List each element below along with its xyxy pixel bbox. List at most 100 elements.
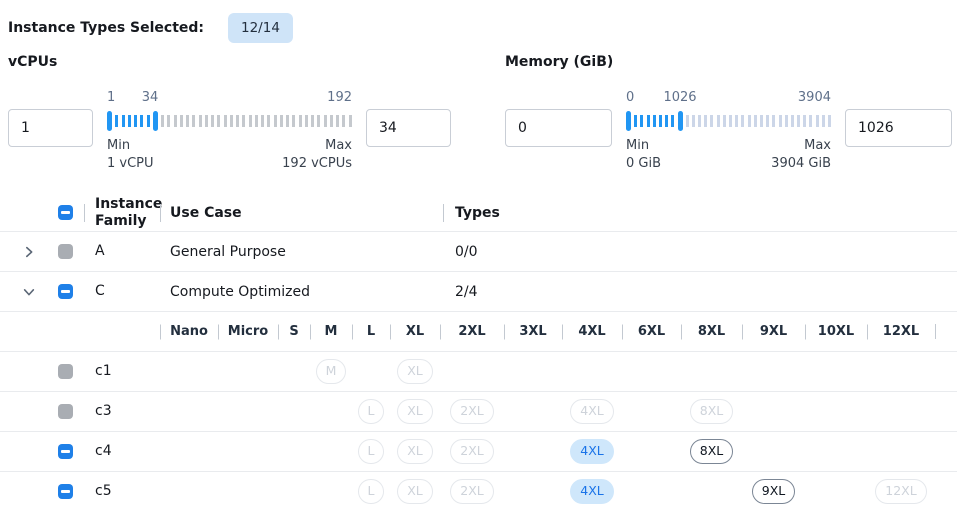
min-detail: 0 GiB — [626, 155, 662, 171]
chevron-down-icon[interactable] — [22, 285, 36, 299]
size-cell-s — [278, 432, 310, 471]
size-cell-3xl — [504, 392, 562, 431]
size-column-header-m: M — [310, 312, 352, 351]
slider-tick — [784, 115, 788, 127]
size-pill-9xl[interactable]: 9XL — [751, 479, 796, 504]
slider-tick — [753, 115, 757, 127]
size-cell-10xl — [805, 392, 867, 431]
slider-tick — [223, 115, 227, 127]
memory-min-input[interactable] — [505, 109, 612, 147]
table-header-row: Instance Family Use Case Types — [0, 194, 957, 233]
max-label: Max — [325, 138, 352, 153]
size-cell-8xl — [681, 352, 742, 391]
size-pill-xl: XL — [397, 359, 433, 384]
vcpus-max-input[interactable] — [366, 109, 451, 147]
slider-tick — [198, 115, 202, 127]
size-cell-9xl — [742, 392, 805, 431]
selection-summary-bar: Instance Types Selected: 12/14 — [0, 0, 957, 44]
select-all-checkbox[interactable] — [58, 205, 73, 221]
max-label: Max — [804, 138, 831, 153]
size-cell-micro — [218, 472, 278, 510]
slider-tick — [348, 115, 352, 127]
memory-title: Memory (GiB) — [505, 54, 614, 70]
size-cell-12xl: 12XL — [867, 472, 935, 510]
size-cell-xl: XL — [390, 392, 440, 431]
size-cell-6xl — [622, 472, 681, 510]
size-pill-4xl[interactable]: 4XL — [570, 439, 614, 464]
min-label: Min — [626, 138, 650, 153]
slider-tick — [179, 115, 183, 127]
memory-max-input[interactable] — [845, 109, 952, 147]
size-column-header-xl: XL — [390, 312, 440, 351]
size-cell-3xl — [504, 472, 562, 510]
slider-tick — [267, 115, 271, 127]
slider-handle-min[interactable] — [626, 111, 631, 131]
slider-tick — [716, 115, 720, 127]
memory-slider[interactable]: 0 1026 3904 Min 0 GiB Max 3904 GiB — [626, 90, 831, 172]
vcpus-title: vCPUs — [8, 54, 58, 70]
slider-handle-max[interactable] — [677, 111, 683, 131]
size-cell-micro — [218, 392, 278, 431]
size-pill-grid: L XL 2XL 4XL 9XL 12XL — [160, 472, 935, 510]
select-checkbox[interactable] — [58, 364, 73, 380]
slider-handle-max[interactable] — [152, 111, 158, 131]
size-pill-m: M — [315, 359, 347, 384]
size-pill-4xl[interactable]: 4XL — [570, 479, 614, 504]
slider-tick — [229, 115, 233, 127]
select-checkbox[interactable] — [58, 444, 73, 460]
slider-tick — [236, 115, 239, 127]
size-column-header-6xl: 6XL — [622, 312, 681, 351]
size-cell-10xl — [805, 432, 867, 471]
slider-tick — [204, 115, 208, 127]
slider-tick — [803, 115, 807, 127]
table-row-c1: c1 M XL — [0, 352, 957, 393]
family-use-case: Compute Optimized — [170, 283, 310, 300]
size-header-grid: Nano Micro S M L XL 2XL 3XL 4XL 6XL 8XL 9XL 10XL 12XL — [160, 312, 936, 351]
vcpus-min-input[interactable] — [8, 109, 93, 147]
selected-count-badge: 12/14 — [228, 13, 293, 43]
slider-tick — [254, 115, 258, 127]
select-checkbox[interactable] — [58, 404, 73, 420]
select-checkbox[interactable] — [58, 244, 73, 260]
size-cell-xl: XL — [390, 472, 440, 510]
size-cell-s — [278, 352, 310, 391]
slider-tick — [759, 115, 763, 127]
slider-tick — [211, 115, 214, 127]
slider-tick — [685, 115, 689, 127]
vcpus-slider-track[interactable] — [107, 108, 352, 134]
slider-handle-min[interactable] — [107, 111, 112, 131]
slider-tick-selected — [665, 115, 669, 127]
slider-tick-selected — [115, 115, 119, 127]
vcpus-minmax: Min 1 vCPU Max 192 vCPUs — [107, 137, 352, 172]
size-cell-xl: XL — [390, 352, 440, 391]
column-header-use-case: Use Case — [170, 204, 242, 221]
column-header-types: Types — [455, 204, 500, 221]
size-cell-6xl — [622, 392, 681, 431]
size-cell-l: L — [352, 472, 390, 510]
instance-type-name: c3 — [95, 403, 112, 420]
size-cell-9xl: 9XL — [742, 472, 805, 510]
scale-end-label: 192 — [327, 90, 352, 105]
slider-tick — [286, 115, 289, 127]
select-checkbox[interactable] — [58, 484, 73, 500]
size-pill-l: L — [357, 439, 385, 464]
size-cell-2xl: 2XL — [440, 392, 504, 431]
size-pill-8xl[interactable]: 8XL — [689, 439, 734, 464]
size-cell-2xl: 2XL — [440, 432, 504, 471]
memory-filter: Memory (GiB) 0 1026 3904 Min 0 GiB Max — [505, 54, 957, 172]
memory-slider-track[interactable] — [626, 108, 831, 134]
select-checkbox[interactable] — [58, 284, 73, 300]
slider-tick — [722, 115, 726, 127]
size-cell-l — [352, 352, 390, 391]
size-pill-grid: M XL — [160, 352, 935, 391]
vcpus-slider[interactable]: 1 34 192 Min 1 vCPU Max 192 vCPUs — [107, 90, 352, 172]
slider-tick — [741, 115, 745, 127]
max-detail: 3904 GiB — [771, 155, 831, 171]
size-column-header-10xl: 10XL — [805, 312, 867, 351]
slider-tick — [317, 115, 321, 127]
size-cell-m — [310, 432, 352, 471]
chevron-right-icon[interactable] — [22, 245, 36, 259]
size-cell-s — [278, 472, 310, 510]
size-cell-3xl — [504, 352, 562, 391]
size-cell-4xl: 4XL — [562, 432, 622, 471]
